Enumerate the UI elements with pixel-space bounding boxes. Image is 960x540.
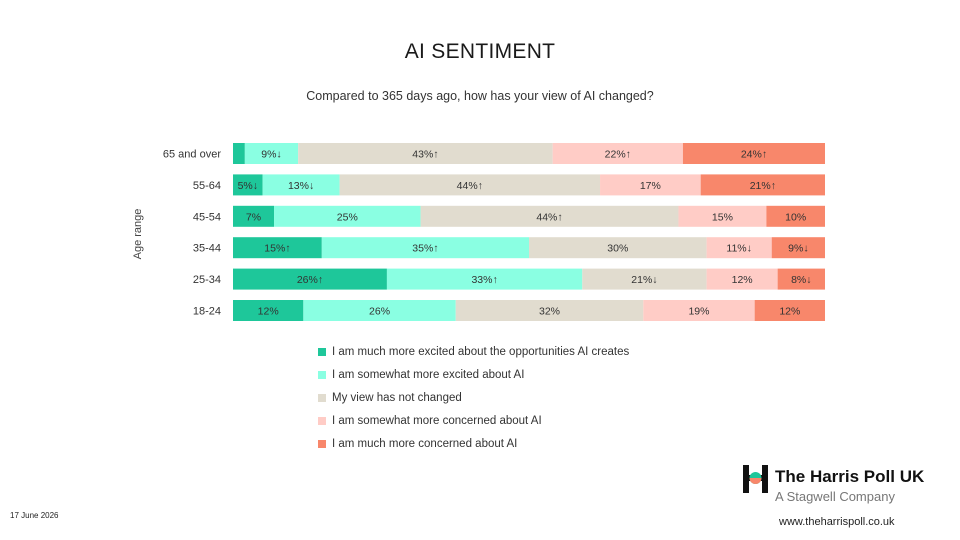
data-label: 21%↑ [750,180,776,192]
legend-swatch [318,416,326,425]
category-label: 45-54 [193,211,221,223]
legend-item: I am somewhat more concerned about AI [318,409,629,432]
legend-label: My view has not changed [332,391,462,404]
category-label: 25-34 [193,274,221,286]
chart-legend: I am much more excited about the opportu… [318,340,629,455]
data-label: 12% [732,274,753,286]
bar-segment [777,268,825,290]
legend-item: My view has not changed [318,386,629,409]
data-label: 15%↑ [264,243,290,255]
legend-item: I am much more excited about the opportu… [318,340,629,363]
data-label: 9%↓ [788,243,808,255]
data-label: 5%↓ [238,180,258,192]
data-label: 25% [337,211,358,223]
bar-segment [700,174,825,196]
category-label: 55-64 [193,180,221,192]
chart-subtitle: Compared to 365 days ago, how has your v… [306,89,654,103]
bar-segment [233,237,322,259]
chart-title: AI SENTIMENT [404,40,556,63]
data-label: 35%↑ [412,243,438,255]
data-label: 15% [712,211,733,223]
data-label: 8%↓ [791,274,811,286]
legend-swatch [318,347,326,356]
bar-segment [233,205,275,227]
data-label: 12% [779,306,800,318]
bar-segment [244,143,299,164]
data-label: 30% [607,243,628,255]
data-label: 24%↑ [741,149,767,161]
bar-segment [678,205,767,227]
data-label: 32% [539,306,560,318]
legend-label: I am somewhat more concerned about AI [332,414,542,427]
brand-name: The Harris Poll UK [775,467,925,486]
y-axis-label: Age range [132,209,144,260]
bar-segment [529,237,707,259]
bar-segment [321,237,529,259]
bar-segment [754,300,825,321]
category-label: 18-24 [193,306,221,318]
bar-segment [771,237,825,259]
brand-logo: The Harris Poll UK A Stagwell Company [743,463,943,508]
bar-segment [582,268,707,290]
bar-segment [233,143,245,164]
bar-segment [274,205,421,227]
bar-segment [233,268,387,290]
data-label: 12% [258,306,279,318]
data-label: 26% [369,306,390,318]
bar-segment [706,268,778,290]
slide-date: 17 June 2026 [10,511,59,520]
bar-segment [420,205,679,227]
bar-segment [455,300,644,321]
legend-swatch [318,439,326,448]
bar-segment [706,237,772,259]
legend-label: I am somewhat more excited about AI [332,368,525,381]
data-label: 7% [246,211,261,223]
legend-swatch [318,370,326,379]
bar-segment [303,300,456,321]
data-label: 22%↑ [605,149,631,161]
bar-segment [386,268,583,290]
website-url: www.theharrispoll.co.uk [779,516,895,528]
bar-segment [766,205,825,227]
data-label: 19% [688,306,709,318]
legend-item: I am somewhat more excited about AI [318,363,629,386]
harris-poll-logo-icon [743,465,768,493]
category-label: 35-44 [193,243,221,255]
bar-segment [682,143,825,164]
bar-segment [262,174,340,196]
data-label: 13%↓ [288,180,314,192]
data-label: 43%↑ [412,149,438,161]
bar-segment [600,174,701,196]
legend-label: I am much more concerned about AI [332,437,518,450]
data-label: 9%↓ [261,149,281,161]
stacked-bar-chart: 65 and over 9%↓ 43%↑ 22%↑ 24%↑ 55-64 5%↓ 13%↓ 44… [132,143,825,321]
bar-segment [298,143,553,164]
data-label: 10% [785,211,806,223]
bar-segment [233,174,263,196]
bar-segment [643,300,755,321]
bar-segment [233,300,304,321]
category-label: 65 and over [163,149,221,161]
data-label: 11%↓ [726,243,752,255]
data-label: 33%↑ [471,274,497,286]
legend-swatch [318,393,326,402]
data-label: 44%↑ [536,211,562,223]
data-label: 26%↑ [297,274,323,286]
data-label: 44%↑ [457,180,483,192]
data-label: 17% [640,180,661,192]
bar-segment [552,143,683,164]
data-label: 21%↓ [631,274,657,286]
legend-label: I am much more excited about the opportu… [332,345,630,358]
brand-subtitle: A Stagwell Company [775,489,895,504]
bar-segment [339,174,601,196]
legend-item: I am much more concerned about AI [318,432,629,455]
